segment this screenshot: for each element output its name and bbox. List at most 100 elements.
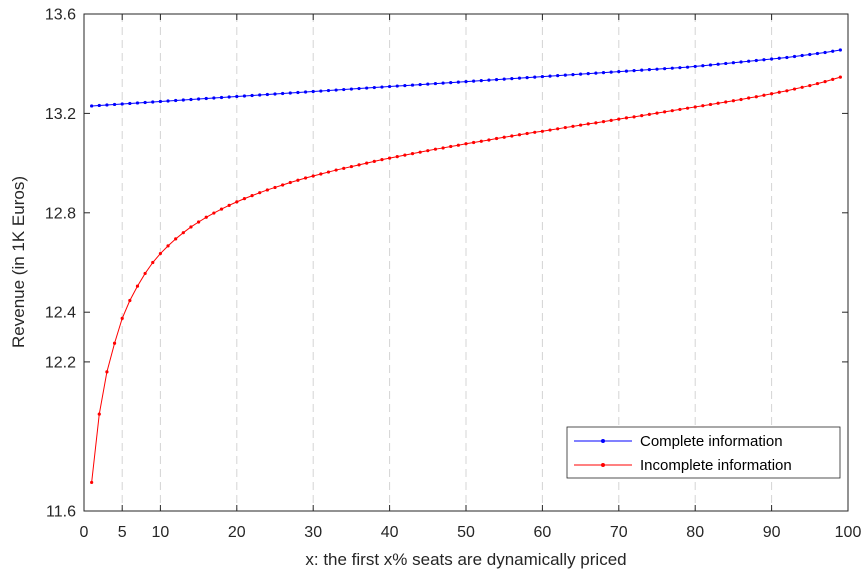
data-point-incomplete-information bbox=[640, 114, 644, 118]
data-point-incomplete-information bbox=[624, 116, 629, 120]
data-point-complete-information bbox=[212, 96, 216, 100]
data-point-incomplete-information bbox=[800, 85, 804, 89]
x-tick-label: 60 bbox=[534, 524, 552, 541]
data-point-complete-information bbox=[235, 94, 239, 99]
data-point-complete-information bbox=[372, 85, 376, 90]
y-tick-label: 11.6 bbox=[46, 504, 76, 521]
data-point-complete-information bbox=[838, 48, 842, 52]
data-point-incomplete-information bbox=[433, 147, 438, 151]
data-point-incomplete-information bbox=[90, 480, 94, 485]
data-point-complete-information bbox=[571, 73, 575, 77]
legend-label-complete: Complete information bbox=[640, 433, 783, 450]
series-incomplete-information bbox=[90, 75, 842, 485]
data-point-incomplete-information bbox=[273, 185, 277, 190]
data-point-incomplete-information bbox=[586, 122, 590, 126]
data-point-complete-information bbox=[365, 86, 369, 90]
y-tick-label: 13.6 bbox=[45, 7, 76, 24]
data-point-complete-information bbox=[456, 80, 460, 84]
x-tick-label: 90 bbox=[763, 524, 781, 541]
data-point-complete-information bbox=[303, 90, 308, 94]
data-point-complete-information bbox=[151, 100, 155, 104]
legend-marker-complete bbox=[601, 439, 605, 443]
data-point-incomplete-information bbox=[242, 197, 247, 201]
data-point-complete-information bbox=[479, 79, 483, 83]
data-point-complete-information bbox=[349, 87, 353, 91]
data-point-complete-information bbox=[494, 78, 499, 82]
data-point-incomplete-information bbox=[128, 298, 132, 303]
data-point-incomplete-information bbox=[151, 260, 155, 265]
data-point-complete-information bbox=[556, 74, 560, 78]
data-point-incomplete-information bbox=[792, 87, 797, 91]
data-point-complete-information bbox=[90, 104, 94, 108]
legend: Complete information Incomplete informat… bbox=[566, 426, 841, 479]
data-point-incomplete-information bbox=[815, 81, 820, 86]
data-point-complete-information bbox=[670, 66, 674, 70]
data-point-complete-information bbox=[487, 78, 491, 82]
data-point-incomplete-information bbox=[831, 77, 835, 81]
data-point-complete-information bbox=[296, 90, 300, 95]
series-complete-information bbox=[90, 48, 842, 108]
data-point-complete-information bbox=[823, 50, 827, 55]
data-point-incomplete-information bbox=[319, 172, 323, 176]
data-point-complete-information bbox=[97, 103, 101, 108]
data-point-complete-information bbox=[815, 51, 820, 56]
data-point-complete-information bbox=[403, 83, 407, 88]
data-point-incomplete-information bbox=[311, 174, 315, 178]
data-point-complete-information bbox=[770, 57, 774, 61]
data-point-incomplete-information bbox=[472, 140, 476, 145]
data-point-incomplete-information bbox=[235, 200, 239, 204]
data-point-complete-information bbox=[204, 96, 208, 101]
data-point-incomplete-information bbox=[823, 79, 827, 84]
data-point-incomplete-information bbox=[189, 225, 193, 229]
data-point-incomplete-information bbox=[594, 121, 598, 125]
data-point-incomplete-information bbox=[250, 194, 254, 198]
data-point-incomplete-information bbox=[258, 191, 262, 195]
data-point-complete-information bbox=[663, 67, 667, 71]
data-point-complete-information bbox=[388, 84, 392, 89]
y-tick-label: 12.4 bbox=[45, 305, 76, 322]
data-point-incomplete-information bbox=[479, 139, 483, 143]
data-point-incomplete-information bbox=[135, 284, 140, 288]
data-point-complete-information bbox=[785, 55, 789, 60]
data-point-incomplete-information bbox=[502, 135, 506, 139]
data-point-complete-information bbox=[685, 65, 690, 69]
series-layer bbox=[90, 48, 842, 485]
data-point-incomplete-information bbox=[212, 211, 216, 215]
data-point-complete-information bbox=[273, 92, 277, 96]
data-point-complete-information bbox=[433, 81, 438, 86]
data-point-complete-information bbox=[601, 71, 606, 75]
data-point-incomplete-information bbox=[563, 125, 567, 130]
data-point-complete-information bbox=[197, 97, 201, 101]
data-point-complete-information bbox=[326, 88, 331, 93]
data-point-incomplete-information bbox=[296, 178, 300, 182]
data-point-complete-information bbox=[250, 93, 254, 98]
data-point-complete-information bbox=[342, 87, 346, 92]
data-point-complete-information bbox=[311, 89, 315, 94]
data-point-incomplete-information bbox=[166, 244, 170, 248]
data-point-incomplete-information bbox=[410, 152, 415, 156]
data-point-complete-information bbox=[357, 86, 361, 91]
data-point-incomplete-information bbox=[579, 123, 583, 127]
data-point-incomplete-information bbox=[724, 100, 728, 104]
data-point-incomplete-information bbox=[678, 107, 682, 112]
data-point-incomplete-information bbox=[441, 146, 445, 150]
data-point-incomplete-information bbox=[571, 124, 575, 128]
data-point-complete-information bbox=[594, 71, 598, 75]
data-point-incomplete-information bbox=[197, 220, 201, 224]
data-point-complete-information bbox=[777, 56, 781, 60]
data-point-incomplete-information bbox=[708, 102, 713, 107]
legend-marker-incomplete bbox=[601, 463, 605, 467]
data-point-incomplete-information bbox=[288, 180, 292, 185]
data-point-complete-information bbox=[219, 95, 224, 100]
data-point-complete-information bbox=[135, 101, 140, 105]
data-point-complete-information bbox=[640, 68, 644, 72]
data-point-incomplete-information bbox=[601, 120, 606, 124]
data-point-incomplete-information bbox=[540, 129, 545, 133]
x-tick-label: 30 bbox=[304, 524, 322, 541]
data-point-incomplete-information bbox=[372, 159, 376, 163]
data-point-incomplete-information bbox=[464, 142, 468, 146]
data-point-complete-information bbox=[533, 75, 537, 79]
data-point-complete-information bbox=[754, 58, 758, 63]
data-point-complete-information bbox=[739, 60, 743, 64]
